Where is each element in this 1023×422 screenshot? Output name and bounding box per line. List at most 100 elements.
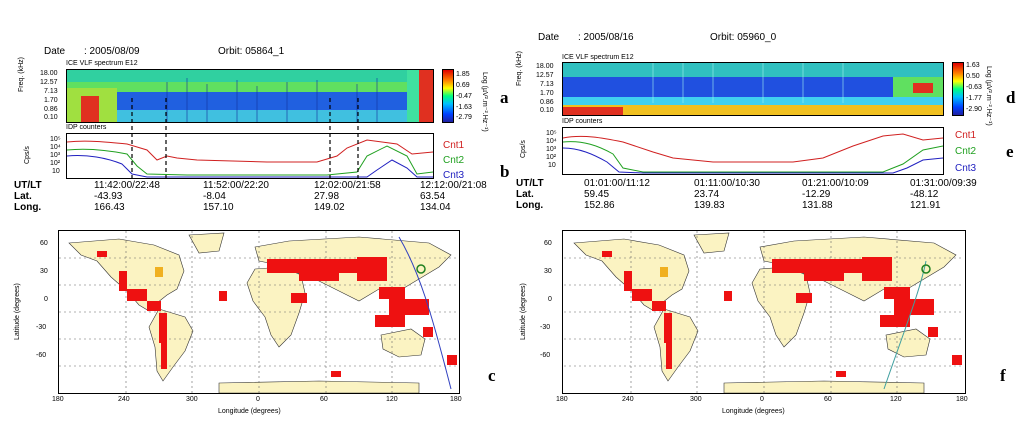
map-ylabel: Latitude (degrees) xyxy=(520,283,527,340)
panel-letter-e: e xyxy=(1006,142,1014,161)
map-ytick: 30 xyxy=(544,268,552,275)
idp-tick: 10³ xyxy=(50,152,61,159)
map-ytick: 0 xyxy=(44,296,48,303)
orbit-track xyxy=(883,260,927,390)
row-label-lat: Lat. xyxy=(14,191,32,202)
map-xtick: 240 xyxy=(622,396,634,403)
map-ytick: 30 xyxy=(40,268,48,275)
map-ytick: -30 xyxy=(540,324,551,331)
legend-cnt1: Cnt1 xyxy=(955,130,977,141)
antarctica xyxy=(218,380,420,393)
long-value: 134.04 xyxy=(420,202,451,213)
colorbar-tick: -1.77 xyxy=(966,95,982,102)
colorbar-tick: 0.69 xyxy=(456,82,470,89)
row-label-long: Long. xyxy=(14,202,42,213)
map-xtick: 120 xyxy=(890,396,902,403)
row-label-lat: Lat. xyxy=(516,189,534,200)
epicenter-marker xyxy=(416,264,426,274)
colorbar-axis-label: Log (µV².m⁻².Hz⁻¹) xyxy=(985,66,992,126)
map-xtick: 0 xyxy=(256,396,260,403)
idp-tick: 10⁴ xyxy=(50,144,61,151)
freq-tick: 18.00 xyxy=(536,63,554,70)
panel-letter-a: a xyxy=(500,88,509,107)
africa xyxy=(751,266,811,348)
freq-axis-label: Freq. (kHz) xyxy=(516,51,523,86)
freq-tick: 18.00 xyxy=(40,70,58,77)
idp-curves xyxy=(563,133,943,174)
idp-tick: 10⁵ xyxy=(546,130,557,137)
map-ylabel: Latitude (degrees) xyxy=(14,283,21,340)
south-america xyxy=(148,308,194,382)
ut-value: 11:42:00/22:48 xyxy=(94,180,160,191)
colorbar-tick: -1.63 xyxy=(456,104,472,111)
row-label-ut: UT/LT xyxy=(516,178,544,189)
cnt1-curve xyxy=(563,133,943,163)
spectrum-title: ICE VLF spectrum E12 xyxy=(66,60,138,67)
long-value: 157.10 xyxy=(203,202,234,213)
long-value: 166.43 xyxy=(94,202,125,213)
ut-value: 01:01:00/11:12 xyxy=(584,178,650,189)
map-ytick: 60 xyxy=(40,240,48,247)
idp-axis-label: Cps/s xyxy=(24,146,31,164)
idp-tick: 10² xyxy=(546,154,557,161)
lat-value: 59.45 xyxy=(584,189,610,200)
seismic-zones xyxy=(97,251,457,377)
date-value: : 2005/08/16 xyxy=(578,32,634,43)
colorbar xyxy=(442,69,454,123)
map-xtick: 60 xyxy=(824,396,832,403)
map-xlabel: Longitude (degrees) xyxy=(722,408,785,415)
panel-letter-d: d xyxy=(1006,88,1016,107)
orbit-label: Orbit: 05960_0 xyxy=(710,32,777,43)
cnt2-curve xyxy=(563,141,943,173)
freq-tick: 1.70 xyxy=(44,97,58,104)
freq-tick: 12.57 xyxy=(40,79,58,86)
lat-value: -8.04 xyxy=(203,191,226,202)
freq-tick: 0.86 xyxy=(44,106,58,113)
freq-tick: 12.57 xyxy=(536,72,554,79)
map-xtick: 180 xyxy=(556,396,568,403)
freq-axis-label: Freq. (kHz) xyxy=(18,57,25,92)
map-xtick: 300 xyxy=(690,396,702,403)
lat-value: -43.93 xyxy=(94,191,123,202)
greenland xyxy=(188,232,225,254)
ut-value: 01:31:00/09:39 xyxy=(910,178,977,189)
world-map xyxy=(562,230,966,394)
antarctica xyxy=(723,380,925,393)
map-canvas xyxy=(564,231,964,393)
panel-letter-b: b xyxy=(500,162,510,181)
seismic-zones xyxy=(602,251,962,377)
idp-counters-plot xyxy=(562,127,944,175)
world-map xyxy=(58,230,460,394)
colorbar-tick: 1.85 xyxy=(456,71,470,78)
map-xtick: 120 xyxy=(386,396,398,403)
long-value: 149.02 xyxy=(314,202,345,213)
date-value: : 2005/08/09 xyxy=(84,46,140,57)
map-ytick: 60 xyxy=(544,240,552,247)
idp-title: IDP counters xyxy=(66,124,107,131)
legend-cnt3: Cnt3 xyxy=(443,170,465,181)
map-xtick: 180 xyxy=(450,396,462,403)
legend-cnt2: Cnt2 xyxy=(443,155,465,166)
panel-letter-c: c xyxy=(488,366,496,385)
colorbar xyxy=(952,62,964,116)
long-value: 121.91 xyxy=(910,200,941,211)
idp-tick: 10² xyxy=(50,160,61,167)
long-value: 139.83 xyxy=(694,200,725,211)
epicenter-marker xyxy=(921,264,931,274)
row-label-ut: UT/LT xyxy=(14,180,42,191)
cnt2-curve xyxy=(67,145,433,176)
colorbar-tick: 0.50 xyxy=(966,73,980,80)
lat-value: 23.74 xyxy=(694,189,720,200)
vlf-spectrogram xyxy=(562,62,944,116)
freq-tick: 1.70 xyxy=(540,90,554,97)
map-ytick: 0 xyxy=(548,296,552,303)
panel-letter-f: f xyxy=(1000,366,1006,385)
freq-tick: 0.86 xyxy=(540,99,554,106)
map-xlabel: Longitude (degrees) xyxy=(218,408,281,415)
australia xyxy=(380,328,426,358)
long-value: 131.88 xyxy=(802,200,833,211)
row-label-long: Long. xyxy=(516,200,544,211)
time-markers xyxy=(131,98,359,178)
lat-value: -48.12 xyxy=(910,189,939,200)
idp-curves xyxy=(67,139,433,178)
